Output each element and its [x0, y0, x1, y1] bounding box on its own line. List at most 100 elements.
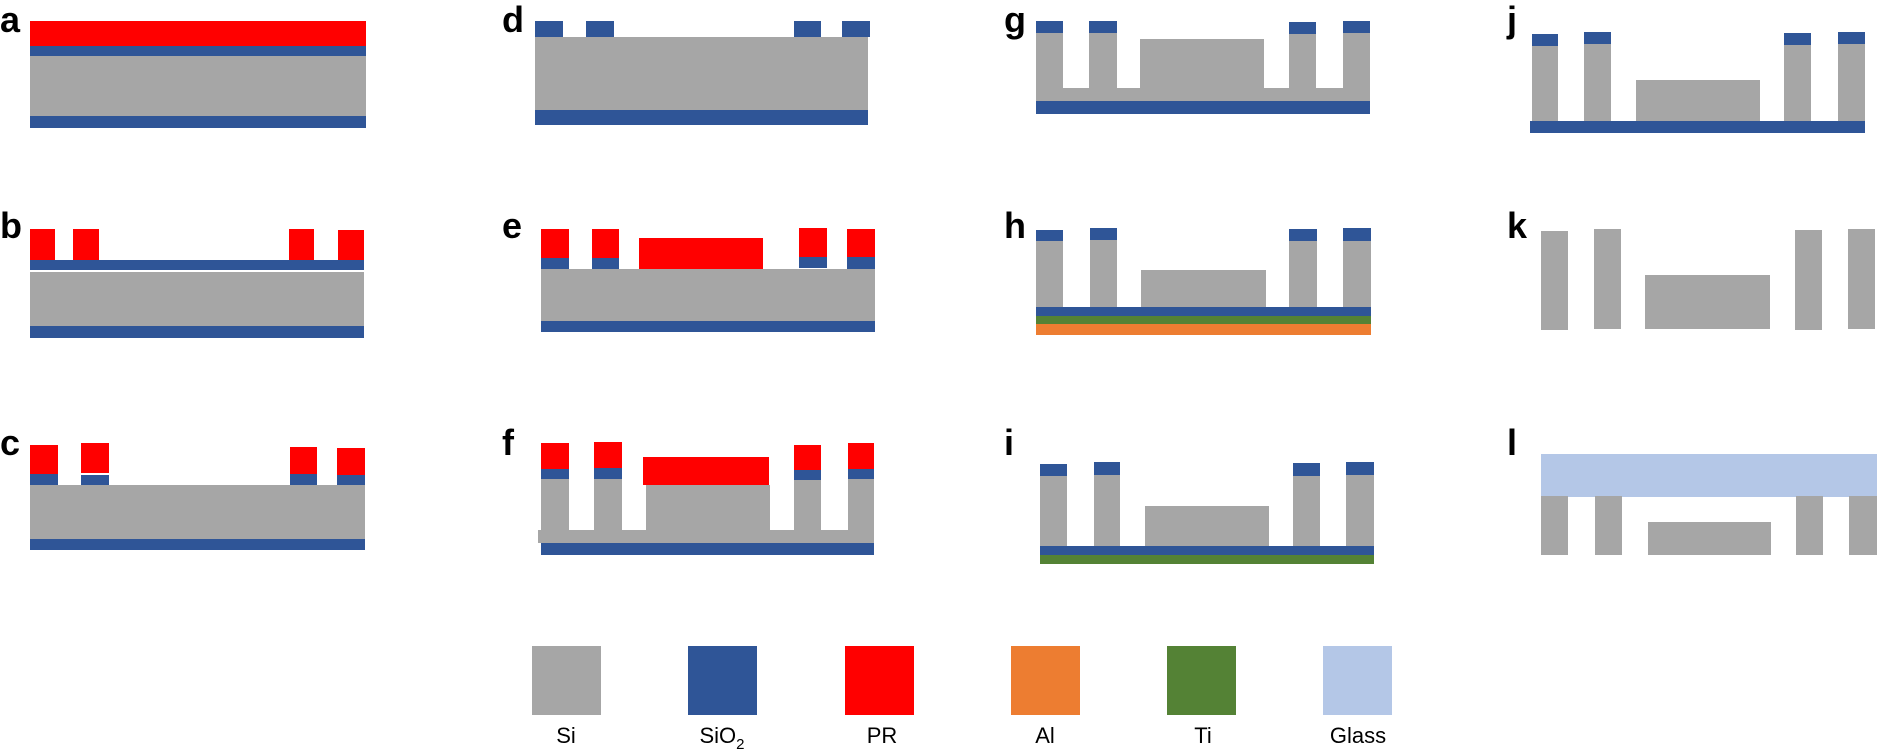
- panel-f-sio2-pad: [541, 468, 569, 479]
- panel-c-sio2-pad: [337, 475, 365, 485]
- panel-e-si-wafer: [541, 269, 875, 321]
- panel-e-sio2-bottom: [541, 321, 875, 332]
- panel-g-si-pillar: [1036, 33, 1063, 89]
- panel-b-pr-pad: [30, 229, 55, 260]
- panel-j-si-pillar: [1838, 44, 1865, 121]
- panel-j-sio2-bottom: [1530, 121, 1865, 133]
- panel-l-glass-cover: [1541, 454, 1877, 497]
- panel-e-cross-section: [541, 228, 875, 332]
- legend-label-si: Si: [556, 723, 576, 748]
- legend-swatch-ti: [1167, 646, 1236, 715]
- panel-a-sio2-bottom: [30, 116, 366, 128]
- panel-k-si-center: [1645, 275, 1770, 329]
- panel-c-si-wafer: [30, 485, 365, 539]
- panel-j-si-pillar: [1584, 44, 1611, 121]
- panel-a-photoresist: [30, 21, 366, 46]
- panel-i-si-pillar: [1293, 476, 1320, 546]
- panel-l-cross-section: [1541, 454, 1877, 555]
- panel-i-si-pillar: [1040, 476, 1067, 546]
- panel-label-i: i: [1004, 422, 1014, 463]
- panel-e-sio2-pad: [541, 258, 569, 269]
- panel-label-c: c: [0, 422, 20, 463]
- panel-b-si-wafer: [30, 272, 364, 326]
- panel-e-pr-pad: [847, 229, 875, 257]
- panel-d-si-wafer: [535, 37, 868, 110]
- panel-h-si-pillar: [1036, 241, 1063, 307]
- panel-c-cross-section: [30, 443, 365, 550]
- panel-d-sio2-pad: [586, 21, 614, 37]
- panel-i-sio2-pad: [1293, 463, 1320, 476]
- panel-c-pr-pad: [337, 448, 365, 475]
- panel-k-cross-section: [1541, 229, 1875, 330]
- panel-h-cross-section: [1036, 228, 1371, 335]
- panel-g-sio2-pad: [1089, 21, 1117, 33]
- panel-c-sio2-pad: [290, 474, 317, 485]
- panel-e-sio2-pad: [592, 258, 619, 269]
- legend-label-sio2-base: SiO: [699, 723, 736, 748]
- panel-h-sio2-pad: [1289, 229, 1317, 241]
- panel-b-sio2-bottom: [30, 326, 364, 338]
- panel-l-si-pillar: [1849, 496, 1877, 555]
- legend-label-sio2: SiO2: [699, 723, 744, 753]
- panel-l-si-pillar: [1541, 496, 1568, 555]
- panel-f-si-pillar: [541, 479, 569, 531]
- panel-j-si-pillar: [1532, 46, 1558, 121]
- panel-d-cross-section: [535, 21, 870, 125]
- panel-c-sio2-pad: [81, 475, 109, 485]
- panel-i-cross-section: [1040, 462, 1374, 564]
- legend-label-ti: Ti: [1194, 723, 1212, 748]
- legend-swatch-al: [1011, 646, 1080, 715]
- panel-g-sio2-bottom: [1036, 101, 1370, 114]
- panel-b-cross-section: [30, 229, 364, 338]
- panel-i-sio2-pad: [1040, 464, 1067, 476]
- panel-l-si-center: [1648, 522, 1771, 555]
- panel-d-sio2-pad: [535, 21, 563, 37]
- panel-e-pr-pad: [799, 228, 827, 257]
- panel-f-cross-section: [538, 442, 874, 555]
- panel-f-pr-center: [643, 457, 769, 485]
- panel-h-ti-layer: [1036, 316, 1371, 324]
- panel-f-si-pillar: [848, 479, 874, 531]
- panel-g-sio2-pad: [1036, 21, 1063, 33]
- panel-a-sio2-top: [30, 45, 366, 56]
- panel-label-j: j: [1506, 0, 1517, 40]
- panel-g-si-center: [1140, 39, 1264, 89]
- legend-swatch-si: [532, 646, 601, 715]
- panel-b-pr-pad: [338, 230, 364, 260]
- panel-j-sio2-pad: [1784, 33, 1811, 45]
- panel-k-si-pillar: [1795, 230, 1822, 330]
- panel-g-si-base: [1036, 88, 1370, 101]
- panel-i-ti-layer: [1040, 555, 1374, 564]
- panel-e-sio2-pad: [799, 257, 827, 268]
- legend-swatch-pr: [845, 646, 914, 715]
- panel-h-al-layer: [1036, 324, 1371, 335]
- panel-label-l: l: [1507, 422, 1517, 463]
- panel-f-sio2-pad: [848, 468, 874, 479]
- panel-h-sio2-pad: [1090, 228, 1117, 240]
- panel-c-pr-pad: [290, 447, 317, 474]
- legend: Si SiO2 PR Al Ti Glass: [532, 646, 1392, 753]
- panel-i-sio2-pad: [1346, 462, 1374, 475]
- panel-j-sio2-pad: [1584, 32, 1611, 44]
- panel-h-si-center: [1141, 270, 1266, 307]
- panel-f-sio2-pad: [794, 469, 821, 480]
- panel-e-sio2-pad: [847, 257, 875, 269]
- panel-l-si-pillar: [1595, 496, 1622, 555]
- panel-f-pr-pad: [594, 442, 622, 468]
- panel-j-si-pillar: [1784, 45, 1811, 121]
- panel-c-pr-pad: [81, 443, 109, 473]
- panel-h-sio2-pad: [1343, 228, 1371, 241]
- panel-a-cross-section: [30, 21, 366, 128]
- panel-k-si-pillar: [1594, 229, 1621, 329]
- panel-label-h: h: [1004, 205, 1026, 246]
- panel-k-si-pillar: [1541, 231, 1568, 330]
- panel-c-sio2-bottom: [30, 539, 365, 550]
- panel-b-pr-pad: [73, 229, 99, 260]
- panel-g-sio2-pad: [1289, 22, 1316, 34]
- panel-label-b: b: [0, 205, 22, 246]
- panel-label-a: a: [0, 0, 21, 40]
- panel-c-pr-pad: [30, 445, 58, 474]
- panel-i-si-pillar: [1094, 475, 1120, 546]
- legend-swatch-glass: [1323, 646, 1392, 715]
